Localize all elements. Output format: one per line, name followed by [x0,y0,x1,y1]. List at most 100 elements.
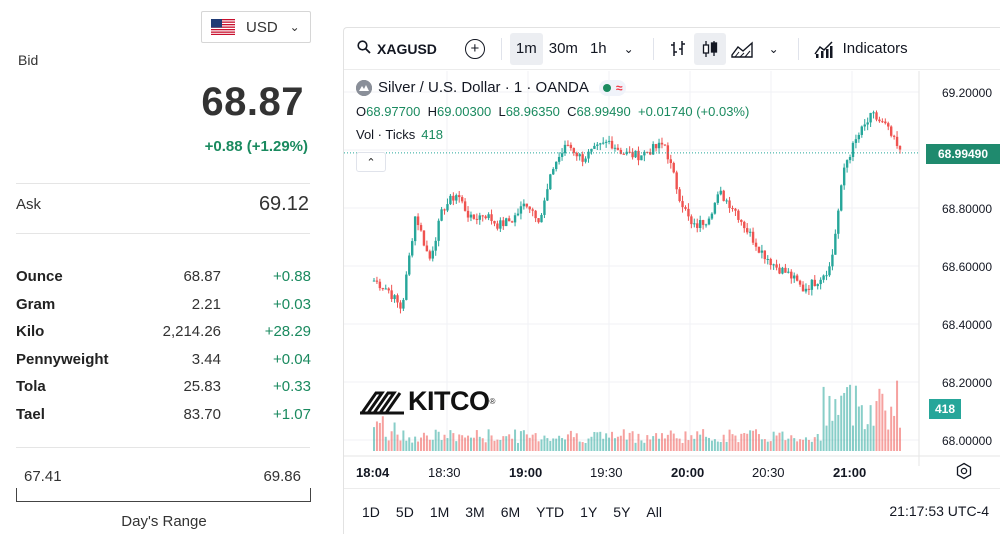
interval-1m[interactable]: 1m [509,32,543,65]
volume-bar [381,416,384,451]
price-axis-label: 68.80000 [941,202,992,216]
volume-bar [743,433,746,451]
interval-30m[interactable]: 30m [548,40,578,57]
candle-body [834,233,837,255]
chart-settings-button[interactable] [955,462,973,480]
range-5y[interactable]: 5Y [613,504,631,520]
currency-selector[interactable]: USD ⌄ [201,11,311,43]
market-open-dot-icon [602,83,611,92]
candle-body [475,218,479,220]
volume-bar [425,435,428,451]
volume-bar [869,405,872,451]
candle-body [887,123,890,127]
volume-bar [558,435,561,451]
market-status-badge[interactable]: ≈ [598,79,627,96]
indicators-button[interactable]: Indicators [813,39,908,59]
interval-1h[interactable]: 1h [589,40,607,57]
volume-bar [378,422,381,451]
price-chart[interactable] [344,71,1000,466]
volume-bar [414,436,417,451]
day-range-bar [16,488,311,502]
candle-body [496,223,499,229]
volume-bar [458,434,461,451]
volume-bar [760,439,763,451]
volume-bar [472,437,475,451]
candle-body [772,264,775,266]
volume-bar [816,434,819,451]
volume-bar [752,430,755,451]
candle-chart-type-button[interactable] [693,32,726,65]
area-chart-type-button[interactable] [726,33,758,65]
divider [16,447,310,448]
volume-bar [669,430,672,451]
candle-body [860,126,863,135]
range-1y[interactable]: 1Y [580,504,598,520]
volume-bar [490,435,493,451]
candle-body [469,214,473,218]
candle-body [446,204,449,211]
volume-bar [417,441,420,451]
interval-dropdown[interactable]: ⌄ [613,33,645,65]
volume-bar [625,439,628,451]
candle-body [372,280,376,282]
time-axis-label: 18:04 [356,465,390,480]
volume-bar [587,438,590,451]
volume-bar [461,435,464,451]
volume-bar [452,433,455,451]
range-1m[interactable]: 1M [429,504,450,520]
symbol-search[interactable]: XAGUSD [357,40,437,57]
candle-body [757,246,761,253]
volume-bar [893,415,896,451]
volume-bar [628,432,631,451]
volume-bar [837,414,840,451]
range-1d[interactable]: 1D [362,504,380,520]
candle-body [678,189,681,202]
range-5d[interactable]: 5D [395,504,414,520]
volume-bar [846,387,849,451]
volume-bar [525,434,528,451]
candle-body [878,119,881,122]
range-3m[interactable]: 3M [465,504,485,520]
candle-body [793,275,796,279]
candle-body [607,140,611,142]
range-ytd[interactable]: YTD [536,504,565,520]
volume-bar [402,430,405,451]
chart-type-dropdown[interactable]: ⌄ [758,33,790,65]
candle-body [505,218,508,227]
volume-bar [646,435,649,451]
candle-body [487,214,490,219]
candle-body [845,160,849,168]
volume-bar [564,439,567,451]
candle-body [825,275,828,277]
volume-bar [455,441,458,451]
candle-body [660,142,664,145]
volume-bar [434,429,437,451]
volume-bar [487,429,490,451]
candle-body [640,155,643,161]
chart-clock[interactable]: 21:17:53 UTC-4 [889,503,989,519]
range-all[interactable]: All [646,504,662,520]
volume-bar [884,410,887,451]
candle-body [666,145,670,160]
volume-bar [652,436,655,451]
time-axis-label: 18:30 [428,465,461,480]
volume-bar [796,441,799,451]
bar-chart-type-button[interactable] [662,33,694,65]
volume-bar [405,440,408,451]
volume-bar [878,388,881,451]
volume-bar [749,430,752,451]
candle-body [851,142,855,158]
chart-toolbar: XAGUSD + 1m 30m 1h ⌄ ⌄ Indicators [344,28,1000,70]
volume-bar [613,438,616,451]
candle-body [684,207,687,209]
unit-price: 83.70 [183,405,221,423]
candle-body [587,151,590,159]
volume-label: Vol · Ticks [356,127,416,142]
collapse-legend-button[interactable]: ⌃ [356,152,386,172]
candle-body [531,209,534,211]
bid-change: +0.88 (+1.29%) [204,138,308,155]
candle-body [713,202,717,214]
compare-symbol-button[interactable]: + [464,38,485,59]
range-6m[interactable]: 6M [500,504,521,520]
candle-body [463,201,467,211]
